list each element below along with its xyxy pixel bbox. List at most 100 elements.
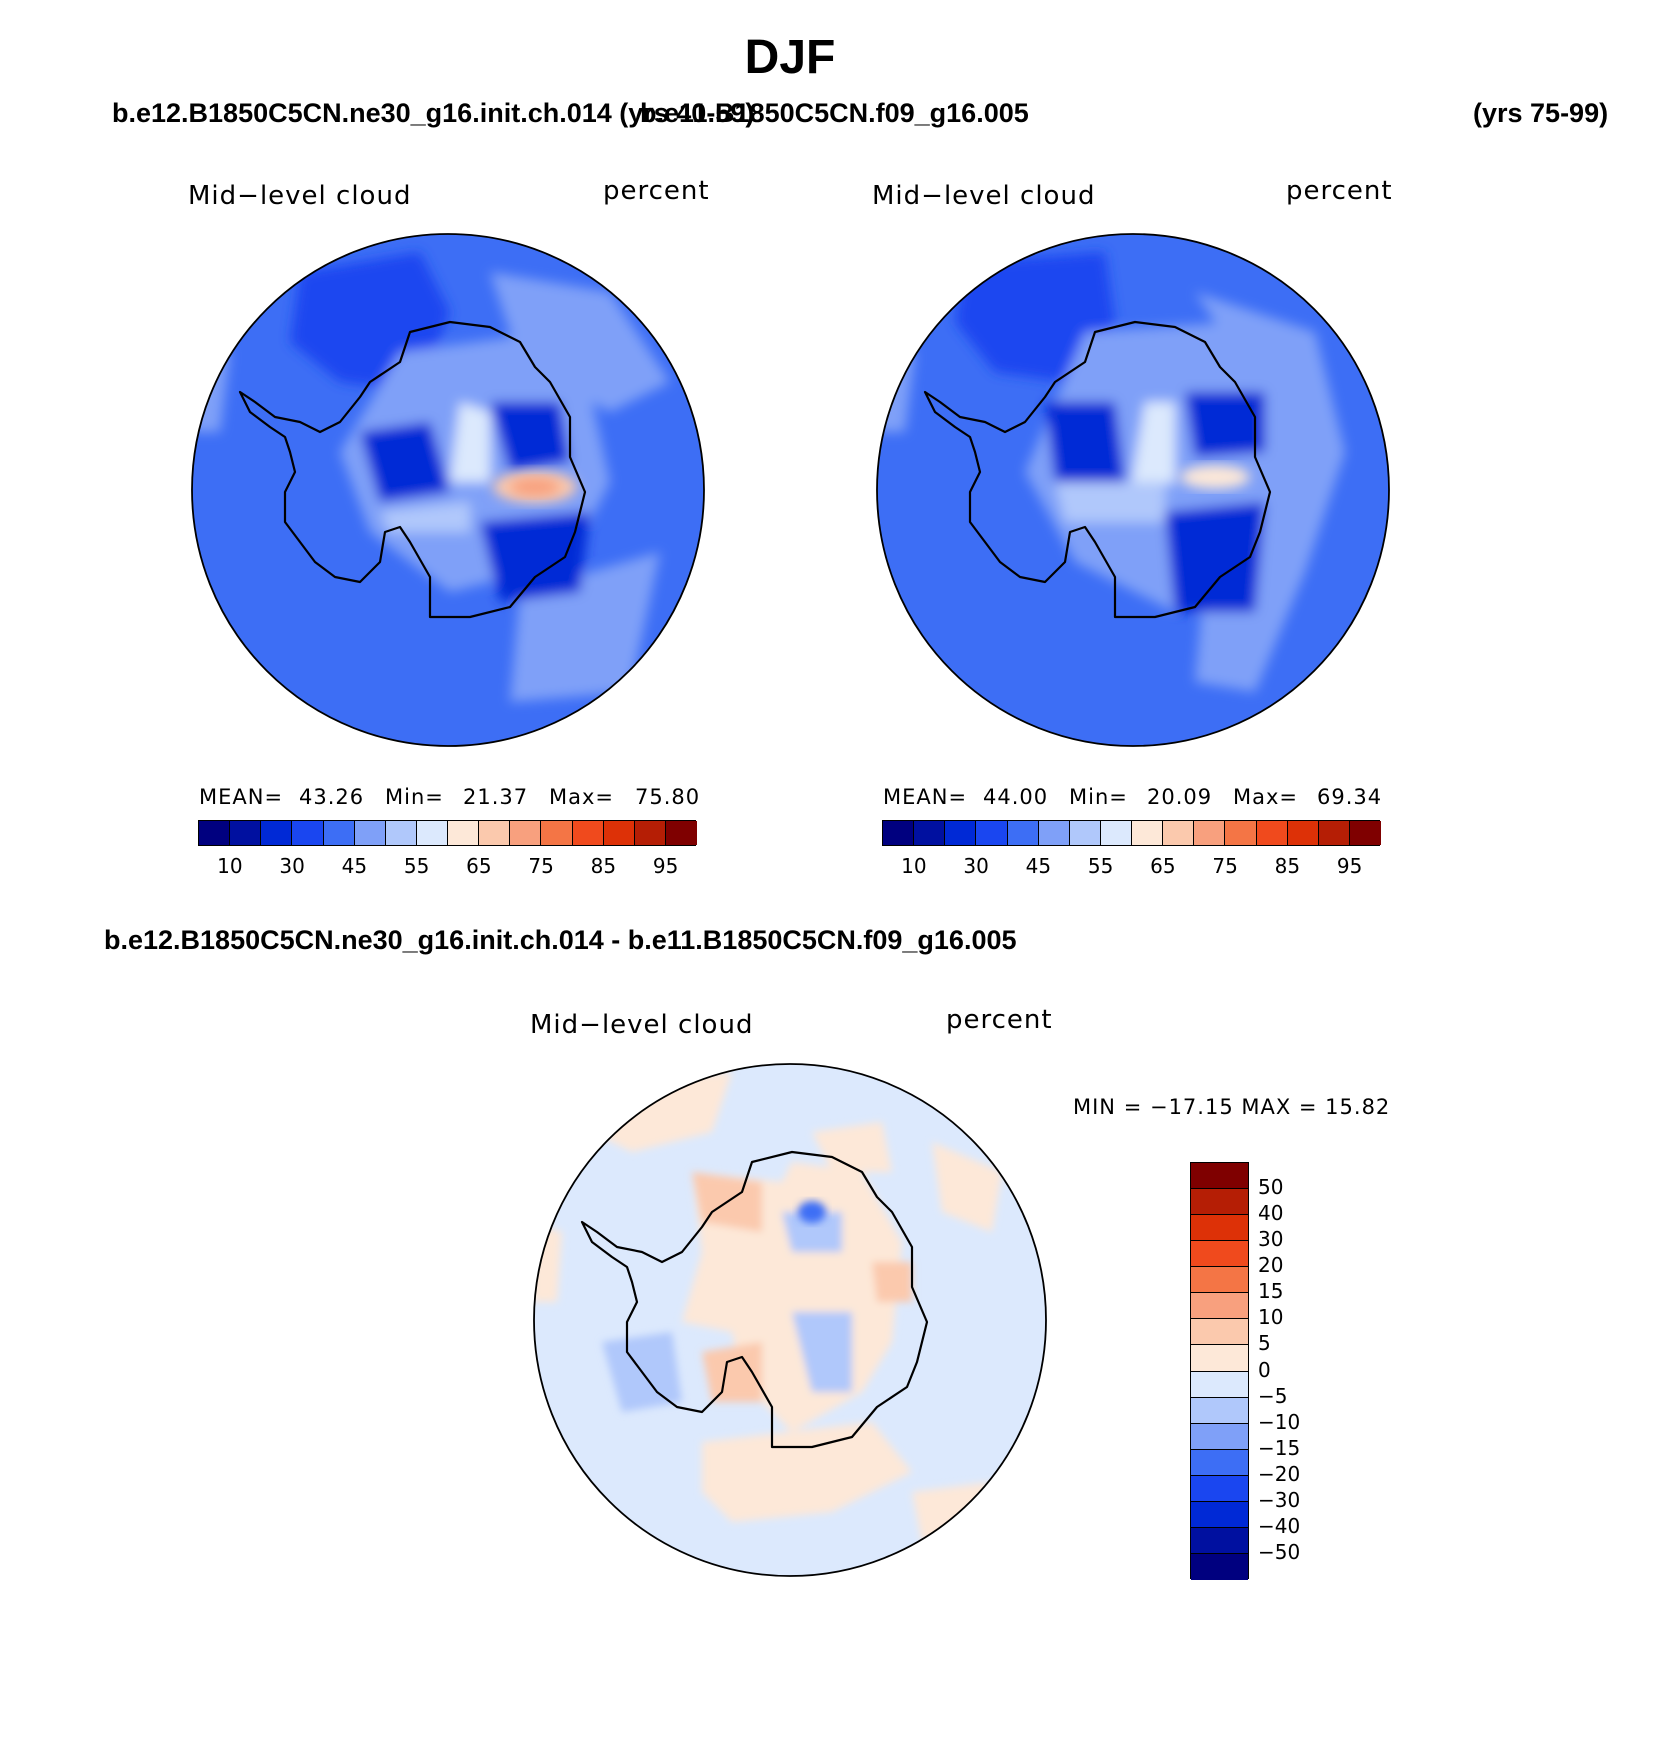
panel2-variable-label: Mid−level cloud [872,181,1096,211]
colorbar-tick-label: 30 [963,854,989,878]
panel1-mean-value: 43.26 [299,785,365,809]
panel1-max-label: Max= [549,785,615,809]
colorbar-swatch [945,821,977,845]
diff-colorbar-tick-label: 50 [1258,1175,1284,1200]
panel2-max-value: 69.34 [1317,785,1383,809]
panel2-min-label: Min= [1069,785,1128,809]
colorbar-swatch [883,821,915,845]
colorbar-swatch [1256,821,1288,845]
panel1-polar-map [191,233,705,747]
left-case-title: b.e12.B1850C5CN.ne30_g16.init.ch.014 (yr… [112,98,755,128]
diff-colorbar-swatch [1191,1345,1248,1372]
colorbar-swatch [1069,821,1101,845]
colorbar-swatch [1038,821,1070,845]
diff-colorbar-tick-label: 30 [1258,1227,1284,1252]
diff-colorbar-swatch [1191,1293,1248,1320]
colorbar-tick-label: 10 [217,854,243,878]
colorbar-swatch [479,821,511,845]
colorbar-swatch [1287,821,1319,845]
diff-colorbar-tick-label: 15 [1258,1279,1284,1304]
colorbar-tick-label: 65 [1150,854,1176,878]
diff-colorbar-swatch [1191,1423,1248,1450]
colorbar-swatch [1318,821,1350,845]
diff-colorbar-tick-label: 40 [1258,1201,1284,1226]
colorbar-tick-label: 55 [1087,854,1114,878]
panel1-units-label: percent [603,176,710,206]
colorbar-swatch [510,821,542,845]
diff-colorbar-swatch [1191,1397,1248,1424]
colorbar-tick-label: 45 [1025,854,1052,878]
colorbar-tick-label: 75 [528,854,554,878]
diff-colorbar-swatch [1191,1241,1248,1268]
diff-colorbar-swatch [1191,1475,1248,1502]
colorbar-swatch [976,821,1008,845]
panel2-max-label: Max= [1233,785,1299,809]
colorbar-swatch [665,821,697,845]
colorbar-tick-label: 85 [590,854,617,878]
colorbar-swatch [416,821,448,845]
diff-colorbar-swatch [1191,1163,1248,1190]
right-case-title: b.e11.B1850C5CN.f09_g16.005 [640,98,1029,128]
right-case-years: (yrs 75-99) [1473,98,1609,128]
colorbar-swatch [1163,821,1195,845]
diff-colorbar-tick-label: −15 [1258,1435,1301,1460]
colorbar-tick-label: 30 [279,854,305,878]
colorbar-swatch [323,821,355,845]
colorbar-swatch [385,821,417,845]
diff-colorbar-swatch [1191,1527,1248,1554]
colorbar-tick-label: 45 [341,854,368,878]
colorbar-swatch [1194,821,1226,845]
colorbar-tick-label: 65 [466,854,492,878]
colorbar-swatch [199,821,231,845]
colorbar-tick-label: 95 [652,854,679,878]
colorbar-swatch [914,821,946,845]
diff-colorbar-swatch [1191,1319,1248,1346]
colorbar-tick-label: 85 [1274,854,1301,878]
diff-variable-label: Mid−level cloud [530,1010,754,1040]
colorbar-swatch [541,821,573,845]
panel2-units-label: percent [1286,176,1393,206]
diff-colorbar-tick-label: −20 [1258,1461,1301,1486]
panel2-polar-map [876,233,1390,747]
diff-colorbar-tick-label: −5 [1258,1383,1288,1408]
colorbar-swatch [572,821,604,845]
diff-minmax-label: MIN = −17.15 MAX = 15.82 [1073,1095,1391,1119]
diff-colorbar-tick-label: −30 [1258,1487,1301,1512]
panel1-min-value: 21.37 [463,785,529,809]
panel2-min-value: 20.09 [1147,785,1213,809]
difference-polar-map [533,1063,1047,1577]
colorbar-swatch [603,821,635,845]
panel2-mean-value: 44.00 [983,785,1049,809]
diff-colorbar-tick-label: 20 [1258,1253,1284,1278]
diff-colorbar-tick-label: −40 [1258,1513,1301,1538]
colorbar-swatch [354,821,386,845]
panel2-colorbar [882,820,1381,846]
diff-colorbar-swatch [1191,1371,1248,1398]
main-title: DJF [744,31,836,84]
panel1-variable-label: Mid−level cloud [188,181,412,211]
colorbar-tick-label: 10 [901,854,927,878]
difference-colorbar [1190,1162,1249,1580]
diff-colorbar-swatch [1191,1553,1248,1580]
diff-units-label: percent [946,1005,1053,1035]
colorbar-swatch [1007,821,1039,845]
panel2-mean-label: MEAN= [883,785,968,809]
colorbar-swatch [230,821,262,845]
difference-title: b.e12.B1850C5CN.ne30_g16.init.ch.014 - b… [104,925,1017,955]
diff-colorbar-tick-label: −10 [1258,1409,1301,1434]
diff-colorbar-swatch [1191,1449,1248,1476]
diff-colorbar-swatch [1191,1501,1248,1528]
panel1-max-value: 75.80 [635,785,701,809]
colorbar-tick-label: 75 [1212,854,1238,878]
colorbar-tick-label: 95 [1336,854,1363,878]
colorbar-swatch [261,821,293,845]
colorbar-swatch [1225,821,1257,845]
colorbar-swatch [448,821,480,845]
diff-colorbar-tick-label: 10 [1258,1305,1284,1330]
colorbar-swatch [1132,821,1164,845]
diff-colorbar-swatch [1191,1189,1248,1216]
diff-colorbar-tick-label: 0 [1258,1357,1271,1382]
colorbar-swatch [292,821,324,845]
colorbar-swatch [1100,821,1132,845]
